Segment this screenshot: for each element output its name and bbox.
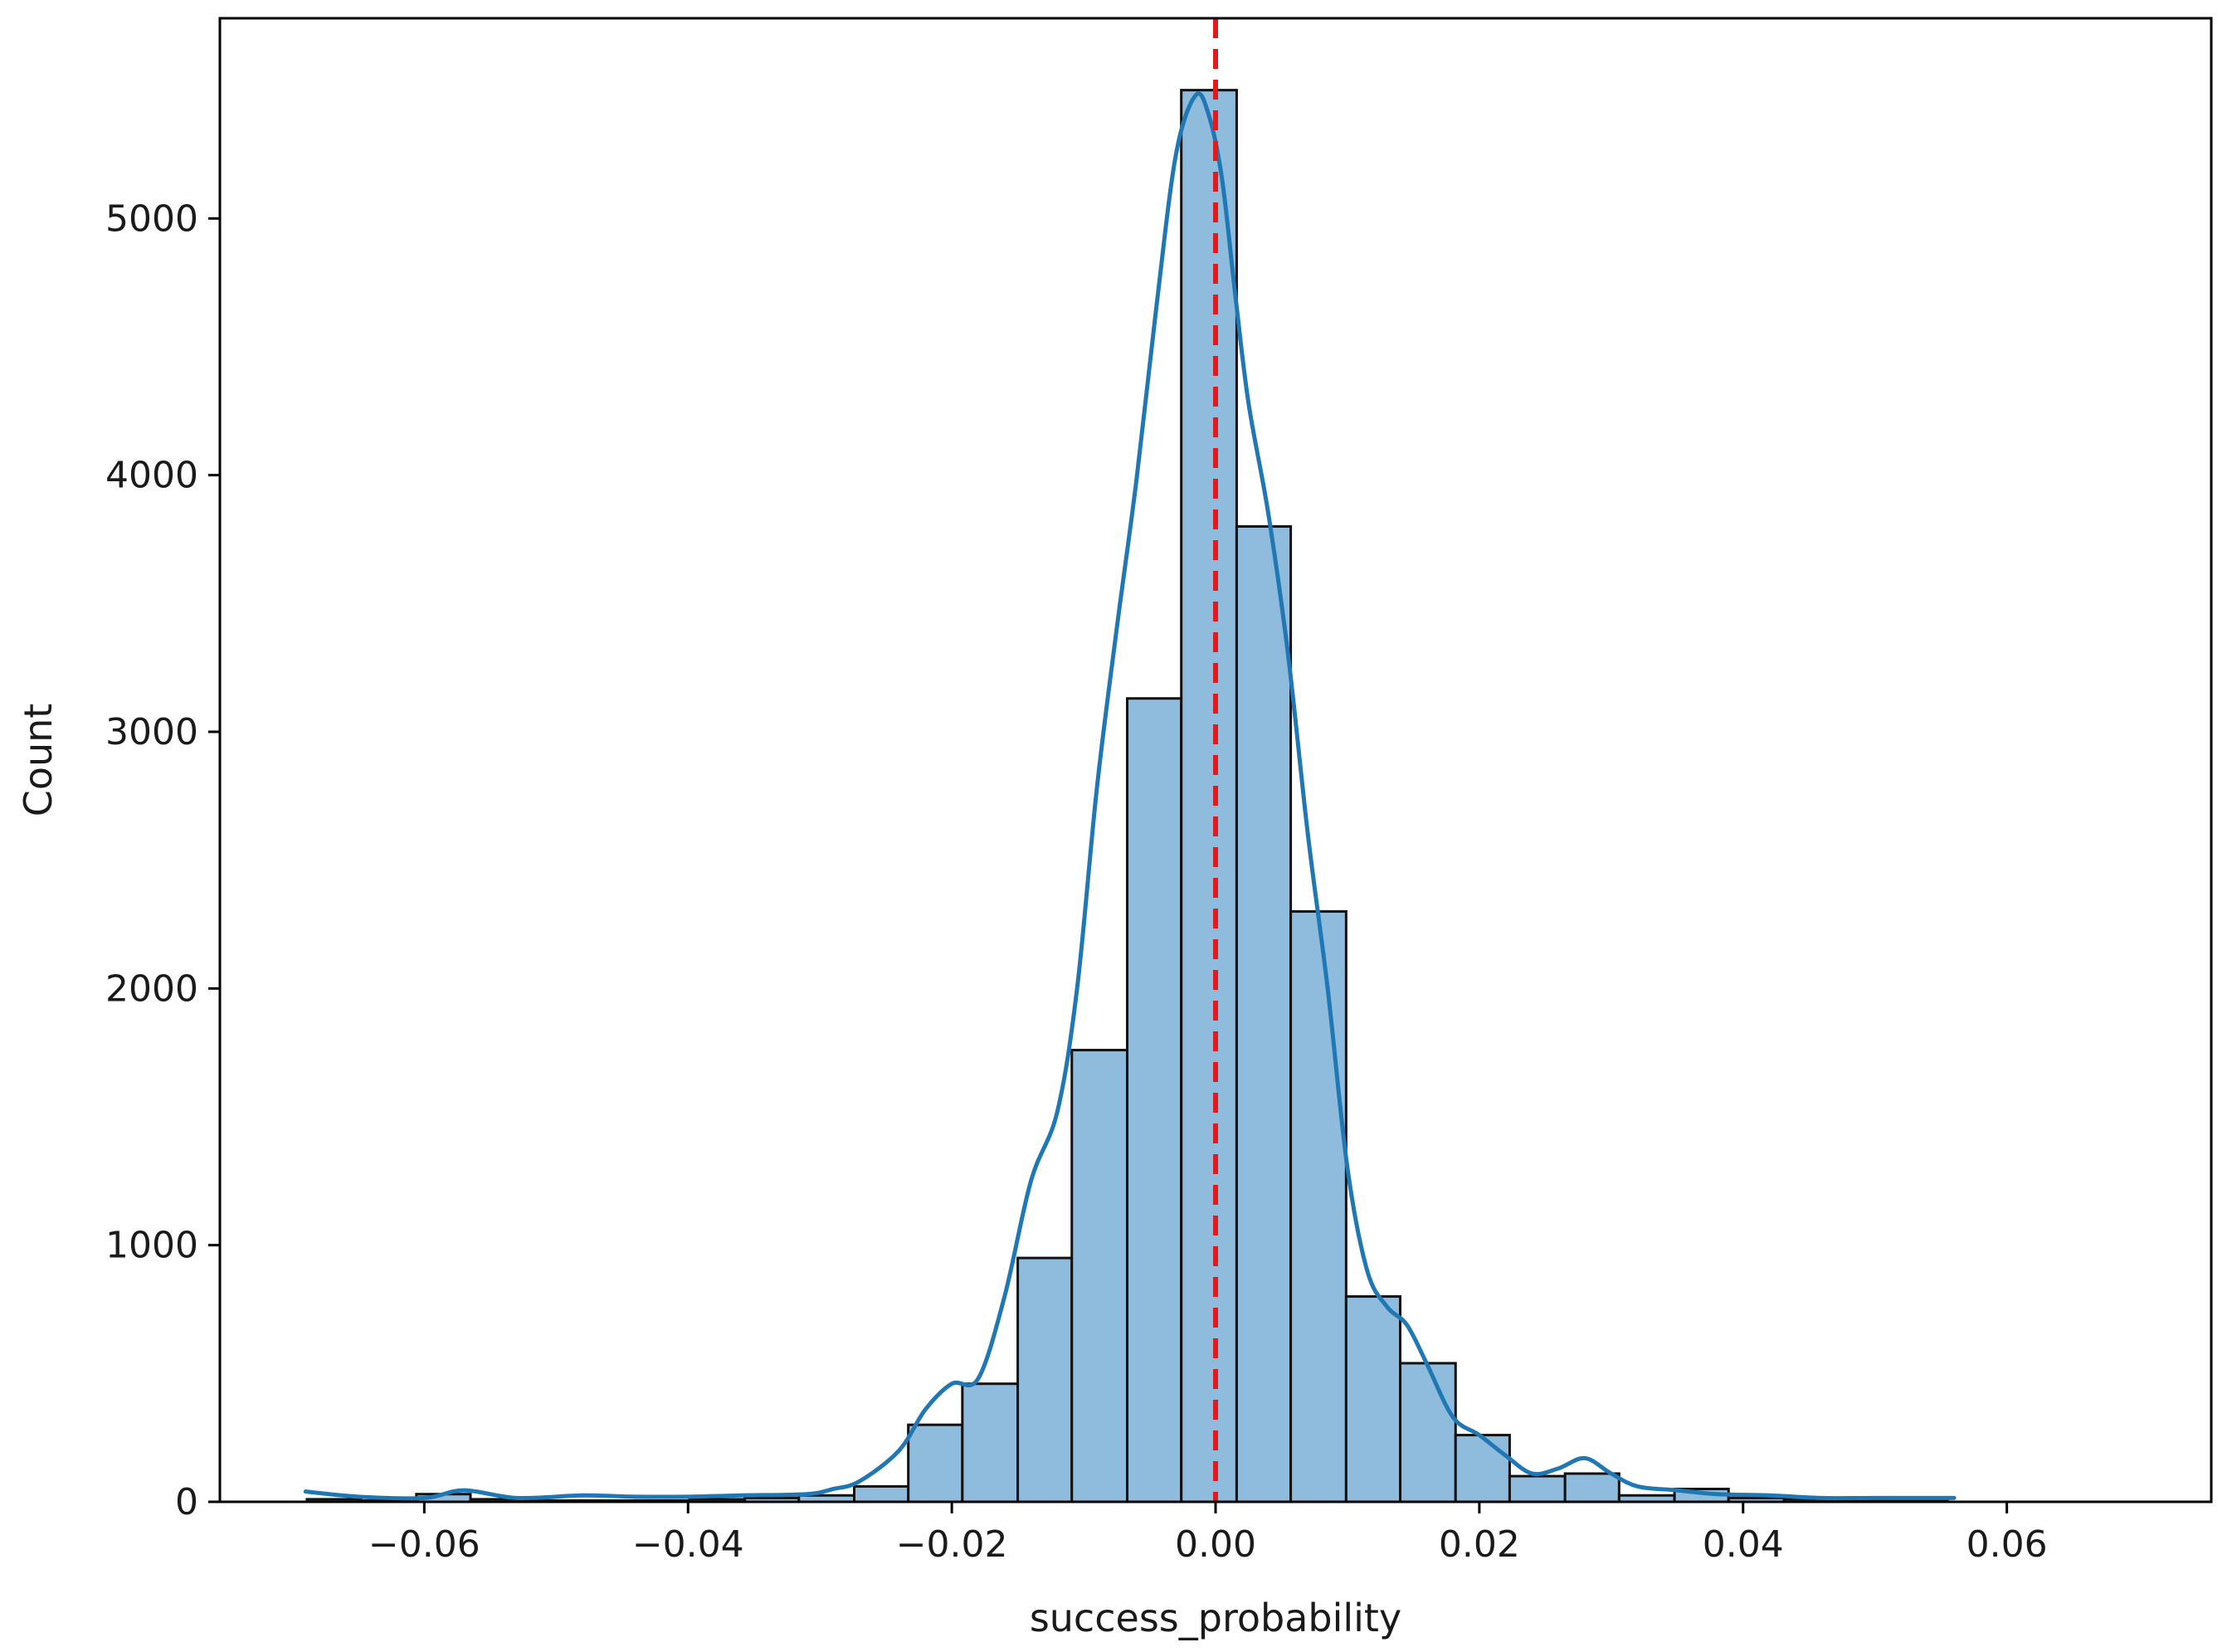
histogram-bar bbox=[1563, 1472, 1620, 1503]
y-tick-label: 5000 bbox=[105, 197, 198, 240]
histogram-bar bbox=[1508, 1474, 1567, 1503]
y-tick-label: 2000 bbox=[105, 967, 198, 1010]
histogram-bar bbox=[1399, 1362, 1457, 1503]
x-tick-label: 0.02 bbox=[1439, 1523, 1520, 1566]
y-tick-label: 1000 bbox=[105, 1225, 198, 1267]
histogram-bar bbox=[853, 1484, 910, 1503]
histogram-bar bbox=[1454, 1434, 1511, 1503]
x-tick-label: 0.00 bbox=[1175, 1523, 1256, 1566]
x-tick-label: −0.06 bbox=[368, 1523, 480, 1566]
x-axis-label: success_probability bbox=[1030, 1596, 1401, 1640]
y-tick-label: 4000 bbox=[105, 455, 198, 497]
histogram-bar bbox=[961, 1382, 1020, 1503]
kde-curve bbox=[303, 91, 1957, 1501]
x-tick-label: 0.06 bbox=[1966, 1523, 2048, 1566]
x-axis-ticks: −0.06 −0.04 −0.02 0.00 0.02 0.04 0.06 bbox=[368, 1502, 2048, 1566]
y-tick-label: 3000 bbox=[105, 711, 198, 753]
y-tick-label: 0 bbox=[175, 1481, 198, 1523]
x-tick-label: −0.02 bbox=[896, 1523, 1008, 1566]
histogram-bar bbox=[1180, 89, 1238, 1503]
histogram-bar bbox=[1344, 1295, 1402, 1503]
histogram-bar bbox=[1289, 910, 1347, 1503]
histogram-bar bbox=[1070, 1049, 1129, 1503]
x-tick-label: −0.04 bbox=[632, 1523, 744, 1566]
histogram-bar bbox=[1235, 524, 1293, 1503]
histogram-bar bbox=[1016, 1256, 1074, 1503]
histogram-bar bbox=[907, 1423, 964, 1503]
y-axis-label: Count bbox=[16, 704, 61, 817]
histogram-bar bbox=[1126, 697, 1183, 1503]
y-axis-ticks: 0 1000 2000 3000 4000 5000 bbox=[105, 197, 220, 1523]
histogram-bars bbox=[305, 89, 1949, 1503]
x-tick-label: 0.04 bbox=[1703, 1523, 1784, 1566]
